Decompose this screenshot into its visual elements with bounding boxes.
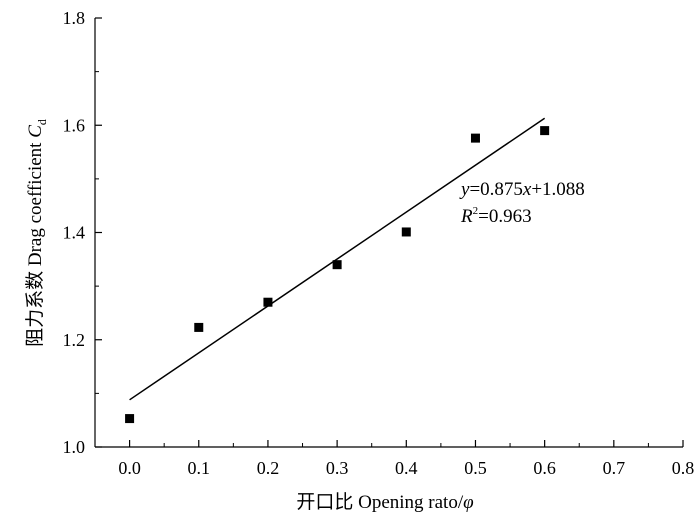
x-tick-label: 0.8 — [672, 458, 695, 478]
x-axis-title: 开口比 Opening rato/φ — [296, 491, 473, 513]
r-squared: R2=0.963 — [460, 205, 532, 227]
y-ticks: 1.0 1.2 1.4 1.6 1.8 — [63, 8, 102, 457]
data-points — [125, 126, 550, 424]
x-ticks: 0.0 0.1 0.2 0.3 0.4 0.5 0.6 0.7 0.8 — [94, 440, 695, 478]
fit-equation: y=0.875x+1.088 — [459, 179, 585, 200]
x-tick-label: 0.0 — [118, 458, 141, 478]
x-tick-label: 0.5 — [464, 458, 487, 478]
data-point — [332, 260, 342, 270]
y-tick-label: 1.8 — [63, 8, 86, 28]
data-point — [194, 322, 204, 332]
x-tick-label: 0.3 — [326, 458, 349, 478]
x-tick-label: 0.6 — [533, 458, 556, 478]
data-point — [540, 126, 550, 136]
fit-line — [129, 117, 546, 401]
x-tick-label: 0.2 — [257, 458, 280, 478]
data-point — [470, 133, 480, 143]
y-tick-label: 1.0 — [63, 437, 86, 457]
x-tick-label: 0.1 — [188, 458, 211, 478]
y-tick-label: 1.4 — [63, 223, 86, 243]
x-tick-label: 0.7 — [603, 458, 626, 478]
y-tick-label: 1.2 — [63, 330, 86, 350]
data-point — [125, 414, 135, 424]
data-point — [401, 227, 411, 237]
data-point — [263, 297, 273, 307]
y-tick-label: 1.6 — [63, 115, 86, 135]
y-axis-title: 阻力系数 Drag coefficient Cd — [24, 119, 49, 347]
x-tick-label: 0.4 — [395, 458, 418, 478]
